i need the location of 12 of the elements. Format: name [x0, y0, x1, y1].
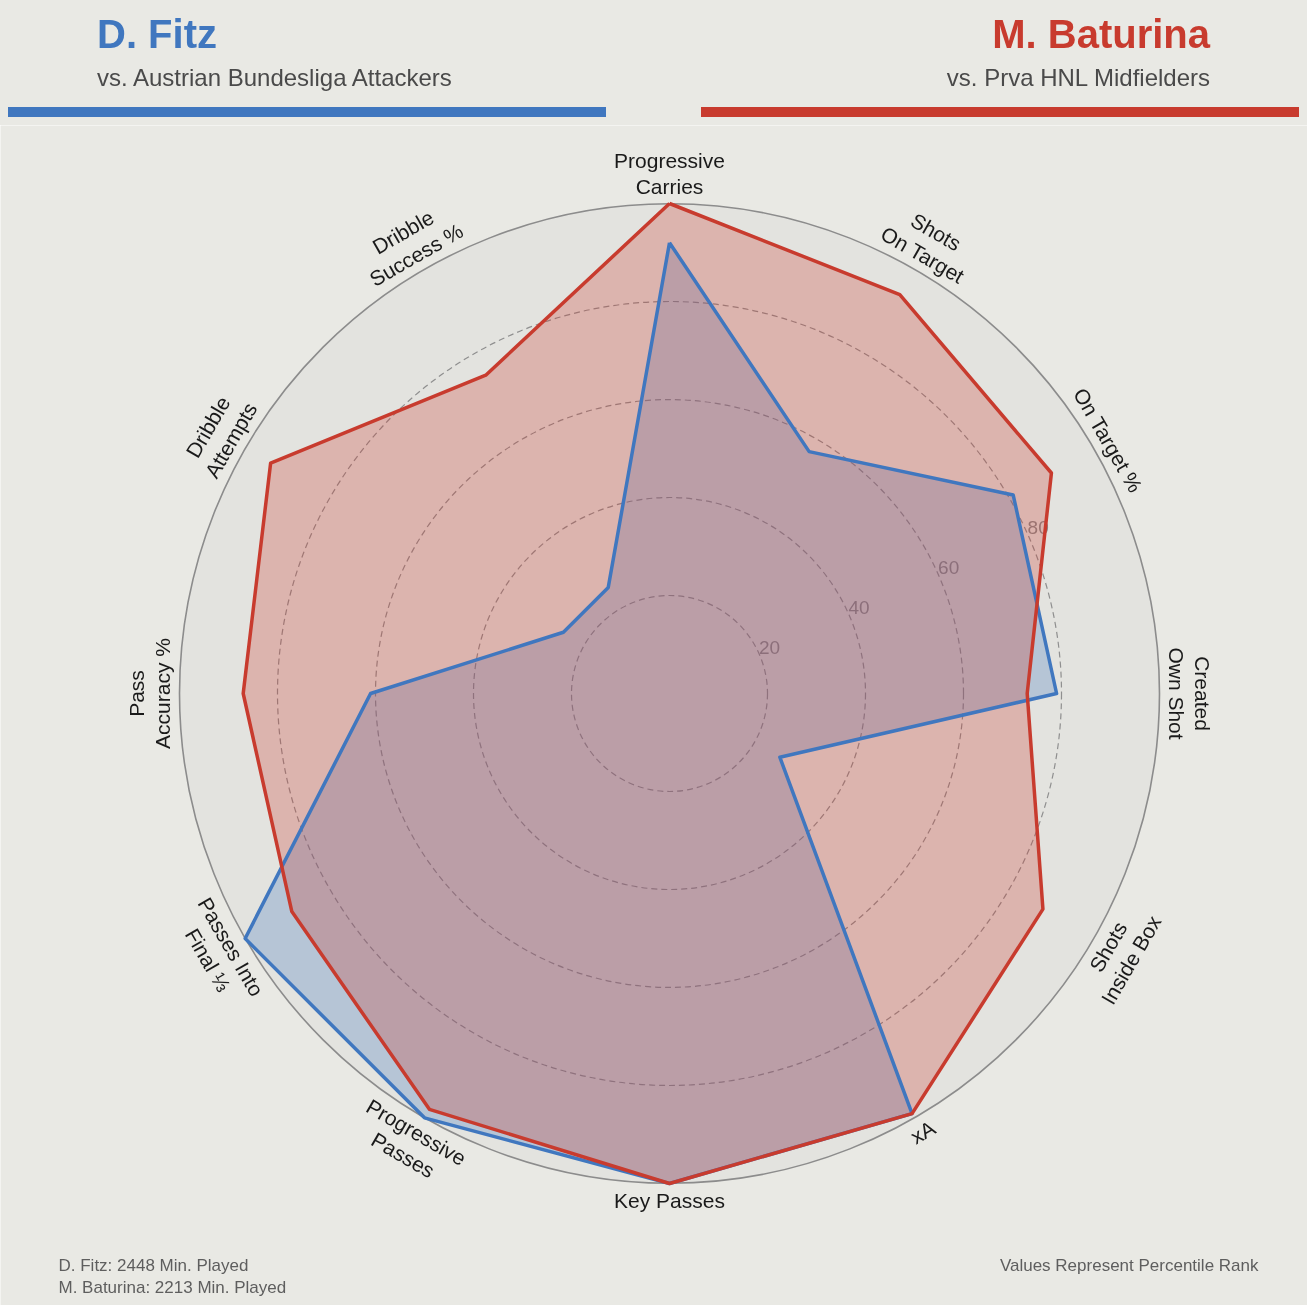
text: vs. Austrian Bundesliga Attackers [97, 63, 452, 93]
text: Values Represent Percentile Rank [999, 1256, 1259, 1275]
legend-label: M. Baturina [992, 11, 1210, 57]
legend-label: D. Fitz [97, 11, 217, 57]
spoke-label: Pass Accuracy % [125, 638, 175, 749]
spoke-label: Key Passes [614, 1188, 725, 1212]
spoke-label: xA [906, 1116, 940, 1149]
spoke-label: Progressive Carries [614, 149, 725, 199]
text: M. Baturina: 2213 Min. Played [58, 1278, 287, 1297]
spoke-label: Created Own Shot [1164, 647, 1214, 740]
text: D. Fitz: 2448 Min. Played [58, 1256, 249, 1275]
text: vs. Prva HNL Midfielders [946, 63, 1210, 93]
